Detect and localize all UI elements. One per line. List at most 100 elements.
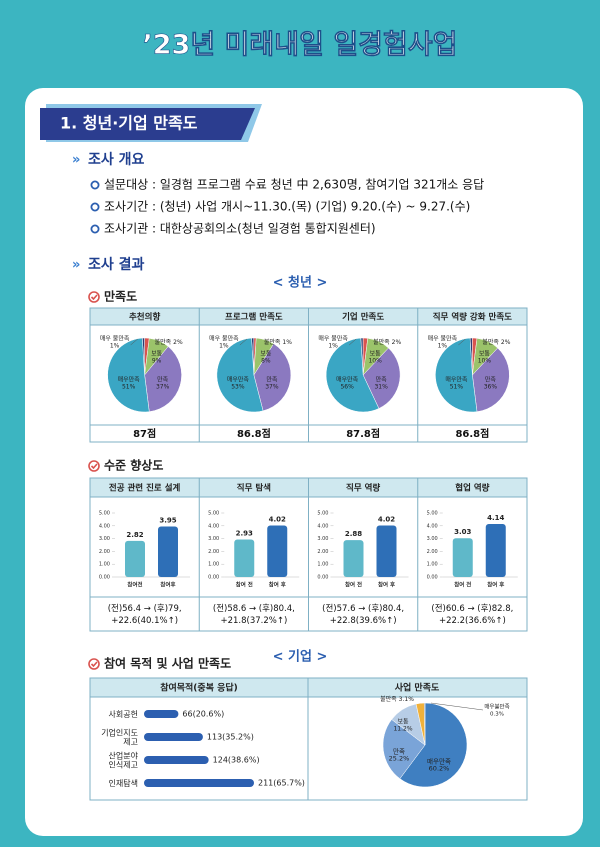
- pie-label: 만족 25.2%: [389, 747, 410, 763]
- chart-title: 사업 만족도: [395, 682, 440, 694]
- pie-label-name: 매우만족: [427, 757, 451, 766]
- pie-label: 불만족 3.1%: [380, 695, 414, 703]
- pie-label: 만족 36%: [484, 375, 498, 390]
- note: (전)57.6 → (후)80.4, +22.8(39.6%↑): [322, 603, 404, 626]
- chart-title: 참여목적(중복 응답): [160, 682, 238, 694]
- value-label: 113(35.2%): [207, 733, 254, 742]
- chart-title: 프로그램 만족도: [225, 312, 283, 323]
- pie-label-value: 0.3%: [490, 711, 504, 717]
- bar: [234, 539, 255, 577]
- improvement-heading: 수준 향상도: [104, 458, 163, 473]
- y-tick-label: 1.00: [99, 562, 110, 568]
- bar: [144, 779, 254, 787]
- pie-label-name: 매우불만족: [484, 702, 509, 710]
- pie-label-value: 25.2%: [389, 755, 410, 763]
- pie-label-name: 보통: [397, 718, 409, 725]
- pie-label-value: 37%: [156, 383, 170, 390]
- pie-label-name: 매우 불만족: [209, 334, 239, 342]
- pie-label-value: 11.2%: [393, 725, 412, 732]
- pie-label-value: 1%: [219, 342, 229, 349]
- y-tick-label: 4.00: [208, 523, 219, 529]
- value-label: 4.02: [378, 516, 395, 524]
- category-label: 사회공헌: [109, 710, 138, 719]
- pie-label-name: 매우만족: [227, 375, 250, 383]
- company-heading: 참여 목적 및 사업 만족도: [104, 656, 231, 671]
- y-tick-label: 5.00: [427, 511, 438, 517]
- pie-label-value: 1%: [438, 342, 448, 349]
- leader-line: [239, 338, 248, 346]
- y-tick-label: 0.00: [427, 575, 438, 581]
- category-label-line: 인식제고: [109, 759, 138, 769]
- pie-slice: [144, 346, 182, 412]
- chevron: »: [72, 258, 80, 273]
- pie-slice: [325, 337, 380, 413]
- bullet: [90, 202, 100, 212]
- bar: [144, 756, 209, 764]
- pie-label: 보통 9%: [151, 350, 163, 364]
- category-label-line: 기업인지도: [101, 727, 138, 737]
- pie-label: 보통 11.2%: [393, 718, 412, 732]
- pie-label: 만족 31%: [374, 375, 388, 390]
- y-tick-label: 5.00: [317, 511, 328, 517]
- pie-label-value: 3.1%: [399, 696, 415, 703]
- value-label: 211(65.7%): [258, 779, 305, 788]
- section-title: 1. 청년·기업 만족도: [60, 114, 198, 133]
- pie-label-name: 보통: [151, 350, 163, 357]
- bar: [144, 710, 179, 718]
- note-line: (전)57.6 → (후)80.4,: [322, 603, 404, 614]
- bar: [485, 524, 506, 577]
- pie-slice: [399, 702, 468, 788]
- y-tick-label: 3.00: [208, 536, 219, 542]
- category-label-line: 산업분야: [109, 750, 139, 760]
- x-tick-label: 참여 후: [269, 581, 286, 589]
- y-tick-label: 1.00: [208, 562, 219, 568]
- overview-item: 조사기간 : (청년) 사업 개시~11.30.(목) (기업) 9.20.(수…: [104, 200, 470, 214]
- pie-label: 매우 불만족 1%: [209, 334, 239, 349]
- pie-label-value: 10%: [478, 357, 492, 364]
- x-tick-label: 참여후: [160, 581, 175, 589]
- value-label: 2.93: [236, 529, 253, 537]
- company-label: < 기업 >: [273, 650, 328, 665]
- pie-slice: [216, 337, 264, 413]
- pie-label-value: 1%: [328, 342, 338, 349]
- pie-label-name: 불만족: [373, 338, 390, 346]
- chart-title: 직무 역량 강화 만족도: [433, 312, 512, 323]
- x-tick-label: 참여 후: [378, 581, 395, 589]
- overview-item: 설문대상 : 일경험 프로그램 수료 청년 中 2,630명, 참여기업 321…: [104, 177, 484, 192]
- score: 86.8점: [455, 428, 489, 440]
- pie-label-name: 매우만족: [336, 375, 359, 383]
- pie-label-name: 보통: [260, 350, 272, 357]
- pie-slice: [107, 337, 150, 413]
- pie-label: 매우만족 51%: [445, 375, 468, 390]
- pie-label: 보통 10%: [478, 350, 492, 364]
- pie-label: 매우만족 60.2%: [427, 757, 451, 773]
- score: 86.8점: [237, 428, 271, 440]
- y-tick-label: 4.00: [427, 523, 438, 529]
- pie-label: 매우불만족 0.3%: [484, 702, 509, 717]
- pie-label-value: 36%: [484, 383, 498, 390]
- pie-label: 불만족 1%: [264, 338, 292, 346]
- category-label: 인재탐색: [109, 778, 138, 788]
- y-tick-label: 3.00: [427, 536, 438, 542]
- bar: [343, 540, 364, 577]
- y-tick-label: 4.00: [317, 523, 328, 529]
- pie-label: 매우 불만족 1%: [428, 334, 458, 349]
- results-heading: 조사 결과: [88, 256, 145, 273]
- note: (전)58.6 → (후)80.4, +21.8(37.2%↑): [213, 603, 295, 626]
- value-label: 3.03: [454, 528, 471, 536]
- leader-line: [130, 338, 138, 346]
- pie-label-value: 53%: [231, 383, 245, 390]
- pie-label: 보통 10%: [368, 350, 382, 364]
- pie-slice: [435, 337, 478, 413]
- youth-label: < 청년 >: [273, 275, 328, 291]
- pie-label-value: 60.2%: [429, 765, 450, 773]
- bar: [267, 525, 288, 577]
- x-tick-label: 참여전: [127, 581, 142, 589]
- pie-label-value: 9%: [152, 357, 162, 364]
- y-tick-label: 2.00: [427, 549, 438, 555]
- pie-label-value: 8%: [261, 357, 271, 364]
- x-tick-label: 참여 전: [236, 581, 253, 589]
- category-label-line: 사회공헌: [109, 710, 138, 719]
- page-title: ’23년 미래내일 일경험사업: [142, 30, 457, 61]
